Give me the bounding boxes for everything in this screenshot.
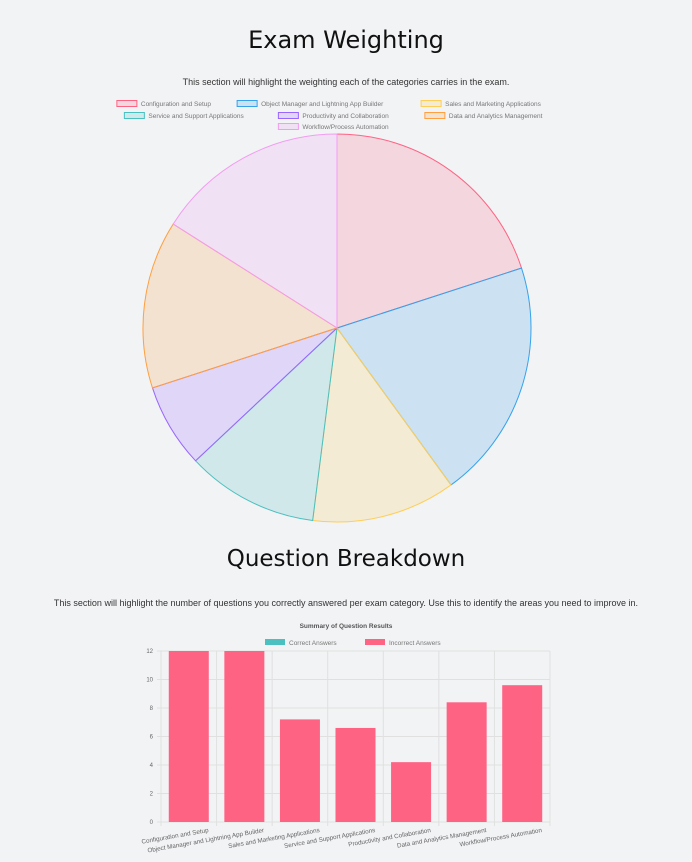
legend-swatch[interactable] [424,112,446,119]
y-tick-label: 8 [150,706,154,712]
legend-swatch[interactable] [420,100,442,107]
pie-slice[interactable] [172,133,338,329]
legend-label-1[interactable]: Object Manager and Lightning App Builder [261,101,384,108]
exam-weighting-description: This section will highlight the weightin… [182,77,510,87]
legend-label-6[interactable]: Workflow/Process Automation [302,124,389,131]
bar-incorrect[interactable] [391,762,432,822]
pie-slice[interactable] [336,267,532,486]
legend-label-3[interactable]: Service and Support Applications [148,113,244,120]
bar-incorrect[interactable] [168,651,209,822]
legend-swatch[interactable] [277,123,299,130]
legend-label-2[interactable]: Sales and Marketing Applications [445,101,542,108]
pie-slice[interactable] [142,223,339,389]
pie-slice[interactable] [194,326,338,522]
bar-incorrect[interactable] [224,651,265,822]
legend-label-correct-answers[interactable]: Correct Answers [289,640,337,647]
legend-swatch[interactable] [277,112,299,119]
bar-incorrect[interactable] [446,702,487,822]
pie-slice[interactable] [336,133,523,329]
legend-label-incorrect-answers[interactable]: Incorrect Answers [389,640,441,647]
y-tick-label: 10 [146,678,153,684]
legend-swatch[interactable] [365,639,385,645]
bar-incorrect[interactable] [279,719,320,822]
bar-incorrect[interactable] [335,727,376,822]
bar-chart-title: Summary of Question Results [300,623,393,630]
legend-swatch[interactable] [123,112,145,119]
legend-label-5[interactable]: Data and Analytics Management [449,113,543,120]
legend-label-0[interactable]: Configuration and Setup [141,101,211,108]
legend-swatch[interactable] [265,639,285,645]
y-tick-label: 4 [150,763,154,769]
legend-label-4[interactable]: Productivity and Collaboration [302,113,389,120]
y-tick-label: 12 [146,649,153,655]
y-tick-label: 0 [150,820,154,826]
question-breakdown-description: This section will highlight the number o… [53,598,639,608]
legend-swatch[interactable] [116,100,138,107]
y-tick-label: 6 [150,735,154,741]
exam-weighting-title: Exam Weighting [248,26,444,54]
y-tick-label: 2 [150,792,154,798]
question-breakdown-title: Question Breakdown [226,546,466,572]
bar-incorrect[interactable] [502,685,543,822]
pie-slice[interactable] [312,326,452,523]
legend-swatch[interactable] [236,100,258,107]
